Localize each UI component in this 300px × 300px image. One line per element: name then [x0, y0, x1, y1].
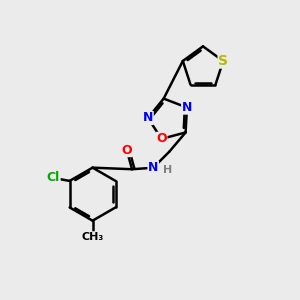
Text: N: N: [182, 101, 192, 114]
Text: O: O: [156, 132, 167, 146]
Text: N: N: [143, 112, 153, 124]
Text: H: H: [163, 165, 172, 175]
Text: N: N: [148, 161, 158, 174]
Text: Cl: Cl: [47, 172, 60, 184]
Text: CH₃: CH₃: [82, 232, 104, 242]
Text: S: S: [218, 54, 228, 68]
Text: O: O: [122, 144, 132, 157]
